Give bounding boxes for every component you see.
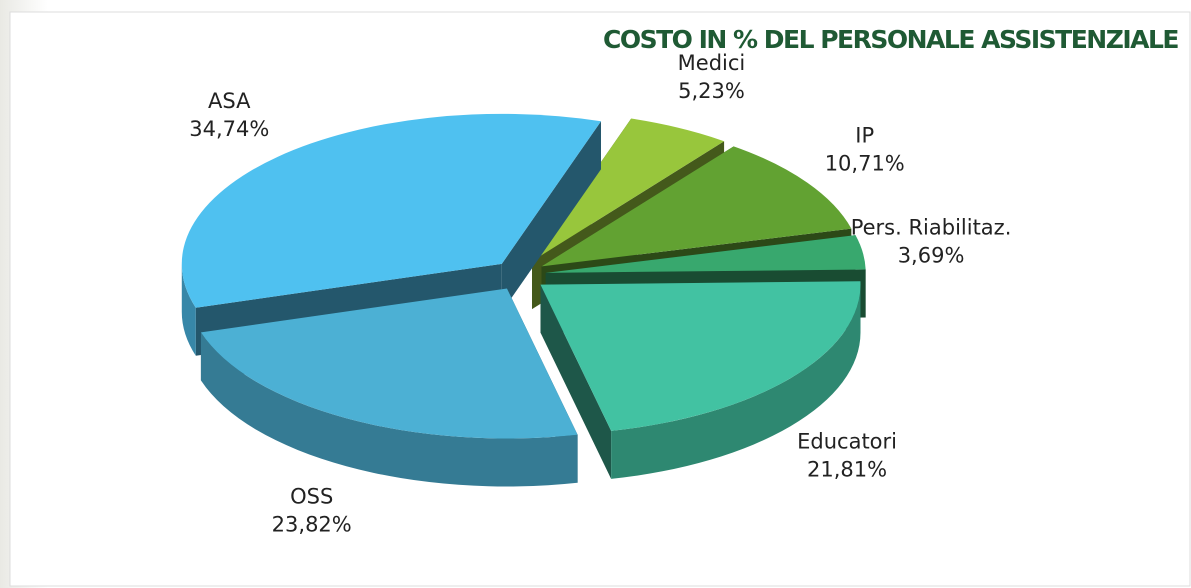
pie <box>181 113 866 487</box>
slice-label: ASA <box>208 89 251 113</box>
slice <box>540 281 861 431</box>
slice-label: OSS <box>290 484 333 508</box>
slice-side <box>501 121 602 312</box>
slice-wall <box>200 332 578 487</box>
slice-value-label: 10,71% <box>825 152 905 176</box>
slice-value-label: 34,74% <box>189 117 269 141</box>
slice <box>531 118 725 262</box>
slice-wall <box>181 263 196 356</box>
slice <box>200 288 578 439</box>
slice-label: IP <box>855 124 874 148</box>
slice-label: Medici <box>678 51 746 75</box>
slice-label: Educatori <box>797 429 897 453</box>
slice <box>181 113 602 308</box>
slice-side <box>540 284 612 479</box>
slice-value-label: 23,82% <box>272 512 352 536</box>
slice-value-label: 5,23% <box>678 79 745 103</box>
slice-value-label: 3,69% <box>898 244 965 268</box>
slice-label: Pers. Riabilitaz. <box>851 216 1012 240</box>
chart-title: COSTO IN % DEL PERSONALE ASSISTENZIALE <box>603 25 1178 54</box>
slice-value-label: 21,81% <box>807 457 887 481</box>
slice-wall <box>611 284 861 479</box>
slice <box>545 235 866 273</box>
slice <box>541 146 852 267</box>
